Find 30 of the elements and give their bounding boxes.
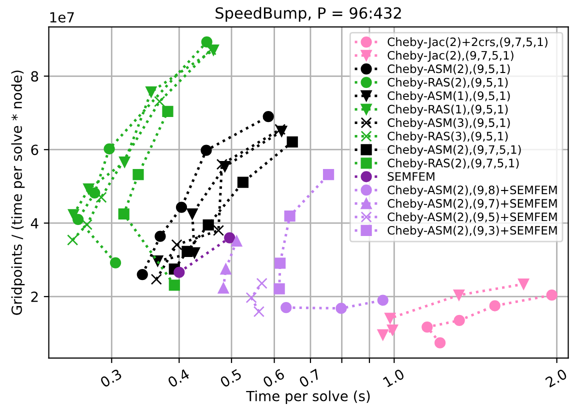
y-tick-label: 4: [30, 218, 38, 228]
x-tick-label: 0.7: [298, 368, 322, 388]
y-tick-label: 2: [31, 292, 38, 302]
x-tick-label: 0.4: [167, 368, 190, 388]
legend-label: Cheby-RAS(2),(9,7,5,1): [388, 158, 519, 170]
legend-label: Cheby-ASM(2),(9,3)+SEMFEM: [388, 226, 557, 237]
legend-label: Cheby-ASM(2),(9,8)+SEMFEM: [388, 185, 557, 197]
legend-label: Cheby-RAS(2),(9,5,1): [388, 78, 508, 89]
legend-label: Cheby-Jac(2)+2crs,(9,7,5,1): [388, 37, 548, 48]
x-tick-label: 1.0: [382, 368, 405, 388]
legend-label: Cheby-ASM(1),(9,5,1): [388, 91, 510, 102]
legend-label: Cheby-ASM(2),(9,5,1): [388, 64, 510, 76]
legend-label: Cheby-RAS(1),(9,5,1): [388, 104, 508, 116]
text: 1e7: [50, 12, 74, 23]
x-axis-title: Time per solve (s): [246, 390, 370, 404]
x-tick-label: 2.0: [544, 368, 568, 388]
legend-label: Cheby-ASM(2),(9,7,5,1): [388, 144, 521, 156]
x-tick-label: 0.3: [100, 368, 122, 388]
y-axis-title: Gridpoints / (time per solve * node): [11, 70, 25, 315]
y-tick-label: 8: [31, 71, 38, 82]
legend-label: Cheby-ASM(2),(9,5)+SEMFEM: [388, 212, 557, 224]
legend-label: Cheby-Jac(2),(9,7,5,1): [388, 50, 514, 62]
legend-label: SEMFEM: [388, 172, 434, 181]
x-tick-label: 0.6: [262, 368, 286, 388]
legend-label: Cheby-ASM(2),(9,7)+SEMFEM: [388, 198, 557, 210]
chart-title: SpeedBump, P = 96:432: [216, 6, 401, 22]
legend-label: Cheby-ASM(3),(9,5,1): [388, 118, 510, 130]
y-tick-label: 6: [31, 144, 38, 156]
legend-label: Cheby-RAS(3),(9,5,1): [388, 132, 508, 143]
x-tick-label: 0.5: [220, 368, 242, 388]
